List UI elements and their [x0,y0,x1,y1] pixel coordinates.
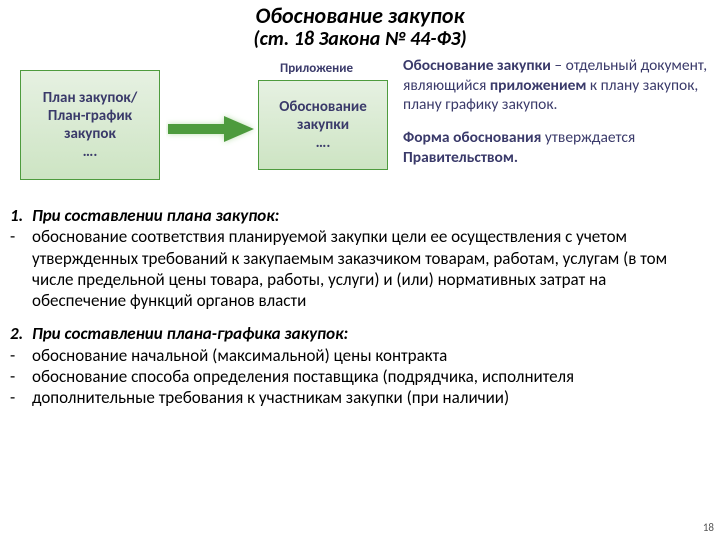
list1-num: 1. [10,205,32,226]
side-text: Обоснование закупки – отдельный документ… [403,56,715,167]
dash-icon: - [10,387,32,408]
list2: 2. При составлении плана-графика закупок… [10,323,690,408]
subtitle: (ст. 18 Закона № 44-ФЗ) [0,28,720,50]
list2-item1-text: обоснование начальной (максимальной) цен… [32,345,690,366]
list2-item2-text: обоснование способа определения поставщи… [32,366,690,387]
dash-icon: - [10,345,32,366]
box-plan-l1: План закупок/ [43,89,138,107]
side-p2-r: утверждается [541,128,635,147]
side-p2-b2: Правительством. [403,148,518,167]
dash-icon: - [10,226,32,311]
list2-item3-text: дополнительные требования к участникам з… [32,387,690,408]
side-p2-b: Форма обоснования [403,128,541,147]
list1-item1-text: обоснование соответствия планируемой зак… [32,226,690,311]
list2-item3: - дополнительные требования к участникам… [10,387,690,408]
list1-item1: - обоснование соответствия планируемой з… [10,226,690,311]
list2-head-row: 2. При составлении плана-графика закупок… [10,323,690,344]
arrow-icon [166,112,256,151]
title-block: Обоснование закупок (ст. 18 Закона № 44-… [0,0,720,52]
diagram: План закупок/ План-график закупок …. При… [0,56,720,196]
list1-head: При составлении плана закупок: [32,205,690,226]
box-plan-l4: …. [83,143,98,161]
list2-num: 2. [10,323,32,344]
list2-item2: - обоснование способа определения постав… [10,366,690,387]
box-obos-l1: Обоснование [279,98,367,116]
box-plan-l2: План-график [48,107,132,125]
side-p2: Форма обоснования утверждается Правитель… [403,128,715,167]
box-plan-l3: закупок [64,125,116,143]
box-plan: План закупок/ План-график закупок …. [20,70,160,180]
box-obos-l2: закупки [297,116,349,134]
dash-icon: - [10,366,32,387]
list2-item1: - обоснование начальной (максимальной) ц… [10,345,690,366]
side-p1-b2: приложением [490,76,587,95]
box-obosnovanie: Обоснование закупки …. [258,80,388,170]
page-number: 18 [703,521,714,534]
list2-head: При составлении плана-графика закупок: [32,323,690,344]
label-prilozhenie: Приложение [280,61,353,76]
list1-head-row: 1. При составлении плана закупок: [10,205,690,226]
box-obos-l3: …. [316,134,331,152]
list1: 1. При составлении плана закупок: - обос… [10,205,690,311]
side-p1-b: Обоснование закупки [403,56,551,75]
lists: 1. При составлении плана закупок: - обос… [10,205,690,420]
side-p1: Обоснование закупки – отдельный документ… [403,56,715,114]
title: Обоснование закупок [0,4,720,28]
